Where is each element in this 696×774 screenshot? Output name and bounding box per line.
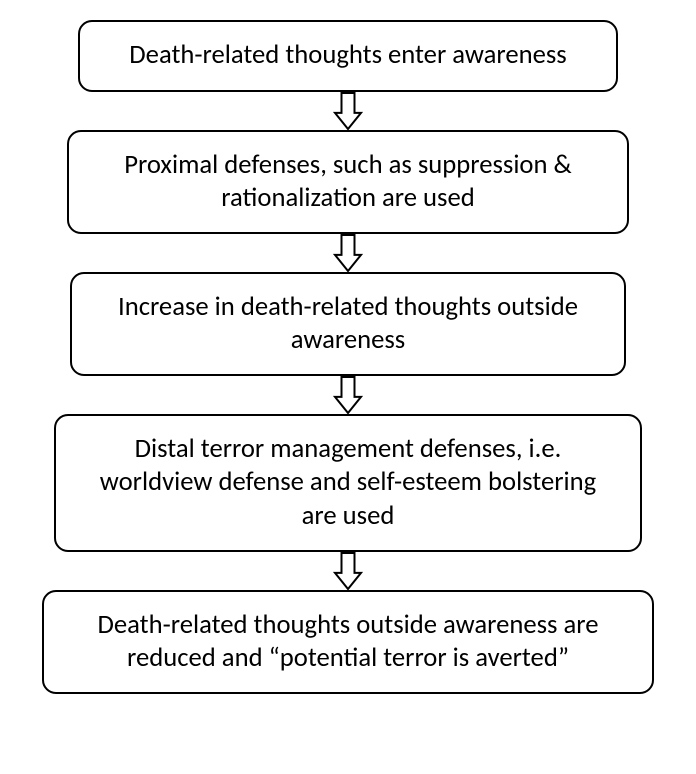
down-arrow-icon — [333, 376, 363, 414]
down-arrow-icon — [333, 92, 363, 130]
flow-node-label: Death-related thoughts enter awareness — [129, 39, 566, 72]
flow-node-label: Death-related thoughts outside awareness… — [64, 609, 632, 676]
flow-node-label: Proximal defenses, such as suppression &… — [93, 149, 603, 216]
down-arrow-icon — [333, 234, 363, 272]
flow-node-n3: Increase in death-related thoughts outsi… — [70, 272, 626, 376]
flow-node-n2: Proximal defenses, such as suppression &… — [67, 130, 629, 234]
flow-node-label: Increase in death-related thoughts outsi… — [102, 291, 594, 358]
flow-node-label: Distal terror management defenses, i.e. … — [90, 433, 606, 533]
flow-node-n5: Death-related thoughts outside awareness… — [42, 590, 654, 694]
flowchart-container: Death-related thoughts enter awareness Pr… — [0, 20, 696, 694]
down-arrow-icon — [333, 552, 363, 590]
flow-node-n1: Death-related thoughts enter awareness — [78, 20, 618, 92]
flow-node-n4: Distal terror management defenses, i.e. … — [54, 414, 642, 552]
